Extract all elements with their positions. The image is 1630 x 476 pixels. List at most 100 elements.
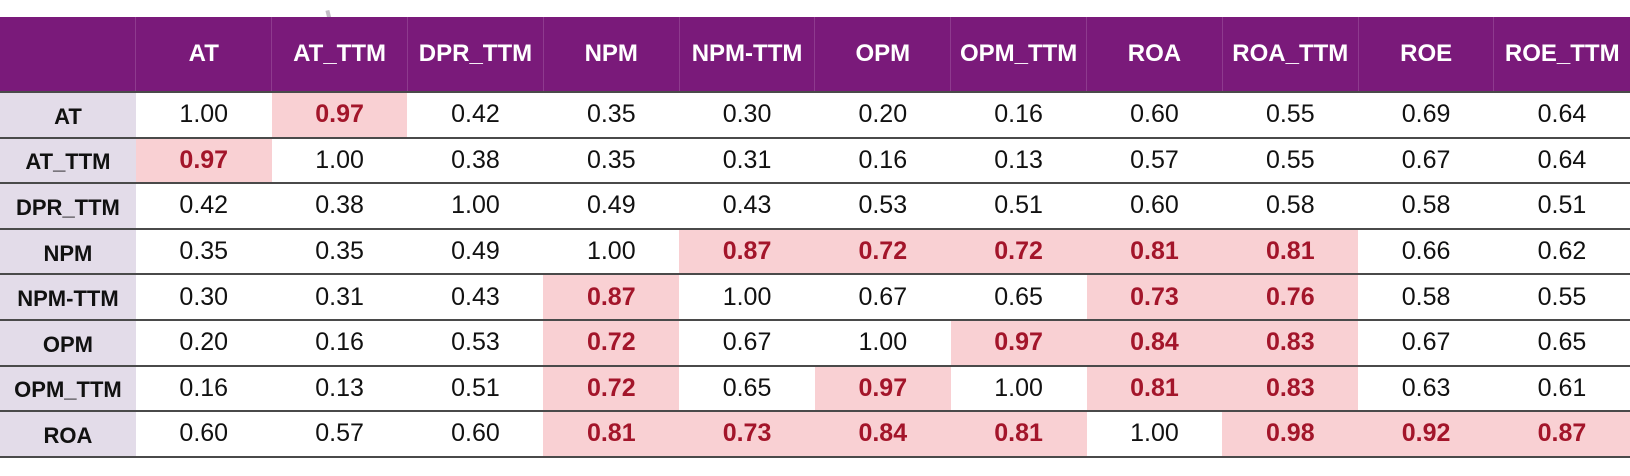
value-cell: 0.30 — [679, 91, 815, 139]
highlighted-value-cell: 0.97 — [814, 365, 951, 413]
highlighted-value-cell: 0.87 — [679, 228, 815, 276]
highlighted-value-cell: 0.87 — [1493, 411, 1630, 458]
value-cell: 1.00 — [1086, 411, 1223, 458]
row-label: AT_TTM — [0, 137, 136, 185]
value-cell: 0.60 — [407, 411, 544, 458]
value-cell: 0.65 — [950, 274, 1087, 321]
value-cell: 0.20 — [814, 91, 951, 139]
value-cell: 0.65 — [1493, 319, 1630, 367]
value-cell: 0.60 — [1086, 183, 1223, 230]
table-row: AT 1.00 0.97 0.42 0.35 0.30 0.20 0.16 0.60 0.55 0.… — [0, 91, 1630, 139]
table-row: NPM 0.35 0.35 0.49 1.00 0.87 0.72 0.72 0.81 0.81 0… — [0, 228, 1630, 276]
highlighted-value-cell: 0.73 — [679, 411, 815, 458]
row-label: OPM_TTM — [0, 365, 136, 413]
value-cell: 0.67 — [1358, 319, 1494, 367]
value-cell: 0.55 — [1493, 274, 1630, 321]
highlighted-value-cell: 0.83 — [1222, 319, 1359, 367]
value-cell: 1.00 — [271, 137, 408, 185]
table-row: NPM-TTM 0.30 0.31 0.43 0.87 1.00 0.67 0.65 0.73 0… — [0, 274, 1630, 321]
highlighted-value-cell: 0.81 — [950, 411, 1087, 458]
column-header: AT_TTM — [271, 17, 408, 92]
column-header: NPM — [543, 17, 680, 92]
column-header: OPM_TTM — [950, 17, 1088, 92]
row-label: NPM — [0, 228, 136, 276]
value-cell: 0.16 — [950, 91, 1087, 139]
value-cell: 0.16 — [814, 137, 951, 185]
value-cell: 0.51 — [407, 365, 544, 413]
column-header: ROE — [1358, 17, 1495, 92]
table-header: AT AT_TTM DPR_TTM NPM NPM-TTM OPM OPM_TTM ROA RO… — [0, 17, 1630, 92]
value-cell: 1.00 — [543, 228, 680, 276]
highlighted-value-cell: 0.97 — [950, 319, 1087, 367]
value-cell: 1.00 — [407, 183, 544, 230]
value-cell: 0.55 — [1222, 137, 1359, 185]
value-cell: 0.13 — [950, 137, 1087, 185]
row-label: OPM — [0, 319, 136, 367]
table-row: OPM 0.20 0.16 0.53 0.72 0.67 1.00 0.97 0.84 0.83 0… — [0, 319, 1630, 367]
value-cell: 0.64 — [1493, 137, 1630, 185]
value-cell: 1.00 — [135, 91, 272, 139]
value-cell: 0.58 — [1358, 274, 1494, 321]
value-cell: 0.60 — [1086, 91, 1223, 139]
correlation-matrix-table: AT AT_TTM DPR_TTM NPM NPM-TTM OPM OPM_TTM ROA RO… — [0, 17, 1630, 458]
highlighted-value-cell: 0.81 — [1086, 365, 1223, 413]
value-cell: 0.65 — [679, 365, 815, 413]
value-cell: 0.61 — [1493, 365, 1630, 413]
value-cell: 1.00 — [679, 274, 815, 321]
value-cell: 0.35 — [135, 228, 272, 276]
highlighted-value-cell: 0.72 — [543, 365, 680, 413]
highlighted-value-cell: 0.72 — [814, 228, 951, 276]
value-cell: 0.57 — [271, 411, 408, 458]
value-cell: 0.55 — [1222, 91, 1359, 139]
column-header: ROA — [1086, 17, 1223, 92]
value-cell: 0.58 — [1358, 183, 1494, 230]
table-row: ROA 0.60 0.57 0.60 0.81 0.73 0.84 0.81 1.00 0.98 0… — [0, 411, 1630, 458]
value-cell: 0.57 — [1086, 137, 1223, 185]
table-row: DPR_TTM 0.42 0.38 1.00 0.49 0.43 0.53 0.51 0.60 0… — [0, 183, 1630, 230]
highlighted-value-cell: 0.84 — [814, 411, 951, 458]
highlighted-value-cell: 0.76 — [1222, 274, 1359, 321]
row-label: ROA — [0, 411, 136, 458]
value-cell: 0.64 — [1493, 91, 1630, 139]
header-row: AT AT_TTM DPR_TTM NPM NPM-TTM OPM OPM_TTM ROA RO… — [0, 17, 1630, 92]
column-header: DPR_TTM — [407, 17, 544, 92]
row-label: DPR_TTM — [0, 183, 136, 230]
highlighted-value-cell: 0.97 — [271, 91, 408, 139]
value-cell: 0.31 — [679, 137, 815, 185]
highlighted-value-cell: 0.84 — [1086, 319, 1223, 367]
column-header: ROA_TTM — [1222, 17, 1359, 92]
value-cell: 0.49 — [407, 228, 544, 276]
value-cell: 0.42 — [407, 91, 544, 139]
value-cell: 0.16 — [135, 365, 272, 413]
value-cell: 0.30 — [135, 274, 272, 321]
value-cell: 0.35 — [271, 228, 408, 276]
highlighted-value-cell: 0.92 — [1358, 411, 1494, 458]
highlighted-value-cell: 0.87 — [543, 274, 680, 321]
corner-cell — [0, 17, 137, 92]
value-cell: 0.67 — [814, 274, 951, 321]
value-cell: 0.53 — [814, 183, 951, 230]
highlighted-value-cell: 0.73 — [1086, 274, 1223, 321]
row-label: NPM-TTM — [0, 274, 136, 321]
table-row: OPM_TTM 0.16 0.13 0.51 0.72 0.65 0.97 1.00 0.81 0… — [0, 365, 1630, 413]
value-cell: 0.69 — [1358, 91, 1494, 139]
value-cell: 0.20 — [135, 319, 272, 367]
value-cell: 0.63 — [1358, 365, 1494, 413]
value-cell: 0.43 — [407, 274, 544, 321]
value-cell: 0.67 — [1358, 137, 1494, 185]
highlighted-value-cell: 0.97 — [135, 137, 272, 185]
column-header: AT — [135, 17, 273, 92]
value-cell: 0.31 — [271, 274, 408, 321]
highlighted-value-cell: 0.81 — [1222, 228, 1359, 276]
value-cell: 0.49 — [543, 183, 680, 230]
value-cell: 0.16 — [271, 319, 408, 367]
highlighted-value-cell: 0.72 — [950, 228, 1087, 276]
highlighted-value-cell: 0.81 — [543, 411, 680, 458]
highlighted-value-cell: 0.98 — [1222, 411, 1359, 458]
value-cell: 0.67 — [679, 319, 815, 367]
value-cell: 0.51 — [1493, 183, 1630, 230]
value-cell: 0.38 — [271, 183, 408, 230]
value-cell: 0.58 — [1222, 183, 1359, 230]
value-cell: 0.43 — [679, 183, 815, 230]
value-cell: 0.35 — [543, 91, 680, 139]
